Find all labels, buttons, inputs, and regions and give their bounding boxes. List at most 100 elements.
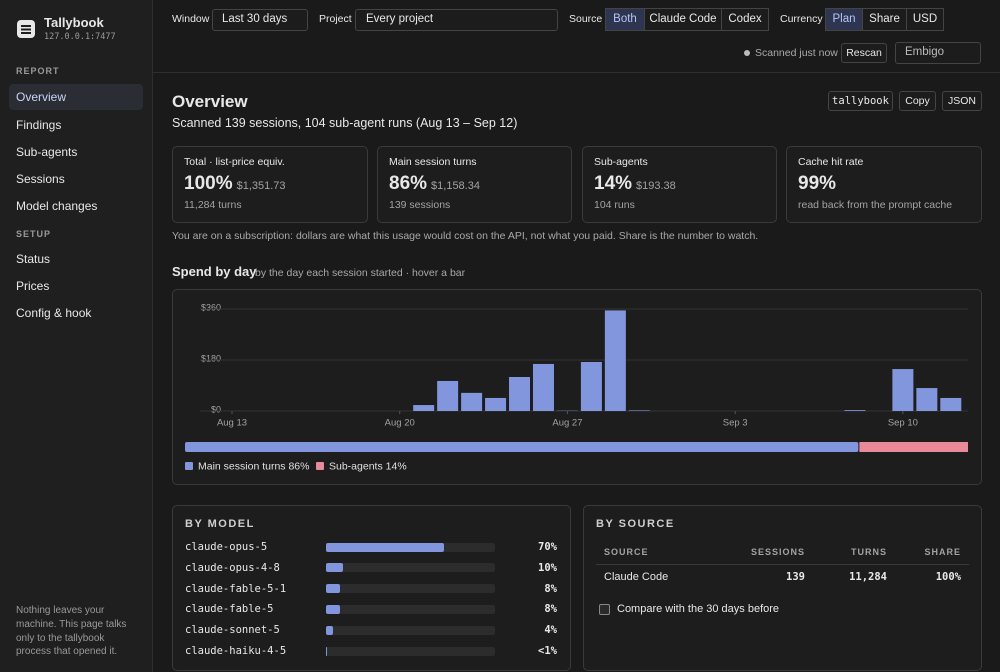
checkbox[interactable] (599, 604, 610, 615)
share-segment (859, 442, 968, 452)
model-share: 70% (538, 541, 557, 553)
segment-button[interactable]: Share (862, 8, 907, 31)
checkbox-label[interactable]: Compare with the 30 days before (617, 603, 780, 615)
model-track (326, 542, 495, 552)
model-track (326, 584, 495, 594)
model-share: 4% (544, 624, 557, 637)
logo (17, 20, 35, 38)
note: You are on a subscription: dollars are w… (172, 230, 759, 242)
header-button[interactable]: tallybook (828, 91, 893, 111)
model-name: claude-opus-5 (185, 541, 268, 553)
nav-item[interactable]: Status (16, 252, 51, 266)
legend-name: Sub-agents (329, 460, 383, 472)
label: Currency (780, 13, 823, 25)
card-label: Cache hit rate (798, 156, 864, 168)
nav-heading: REPORT (16, 66, 60, 76)
card-value-row: 14% $193.38 (594, 174, 676, 193)
column-header: SESSIONS (750, 547, 805, 557)
segment-button[interactable]: Codex (721, 8, 769, 31)
model-share: 8% (544, 582, 557, 595)
model-bar (326, 584, 340, 594)
source-card: BY SOURCE SOURCE SESSIONS TURNS SHARE Claude … (583, 505, 982, 671)
legend-value: 14% (383, 460, 407, 472)
label: Window (172, 13, 210, 25)
legend-value: 86% (286, 460, 310, 472)
header-button[interactable]: JSON (942, 91, 982, 111)
model-name: claude-haiku-4-5 (185, 645, 287, 657)
card-value: 99% (798, 173, 837, 194)
page-title: Overview (172, 92, 248, 111)
nav-item[interactable]: Model changes (16, 199, 98, 213)
table-cell: 139 (786, 571, 805, 583)
select[interactable]: Every project (355, 9, 558, 31)
bar (485, 397, 507, 411)
nav-item[interactable]: Overview (16, 90, 67, 104)
table-cell: Claude Code (604, 571, 669, 583)
legend-swatch (185, 462, 193, 470)
model-card: BY MODEL claude-opus-5 70% claude-opus-4-8 1… (172, 505, 571, 671)
bar (916, 388, 938, 411)
card-detail: 139 sessions (389, 199, 451, 211)
sidebar-footer: Nothing leaves your machine. This page t… (16, 605, 127, 658)
status-dot (744, 50, 750, 56)
model-bar (326, 563, 343, 573)
app-address: 127.0.0.1:7477 (44, 32, 116, 42)
y-tick-label: $360 (201, 302, 221, 312)
nav-item[interactable]: Findings (16, 118, 62, 132)
card-label: Main session turns (389, 156, 477, 168)
bar (940, 397, 962, 411)
x-tick-label: Aug 13 (217, 418, 247, 429)
card-label: Sub-agents (594, 156, 648, 168)
bar (628, 410, 650, 411)
chart-card: $0 $180 $360 Aug 13 Aug 20 Aug 27 Sep 3 Sep 10 M… (172, 289, 982, 485)
card-detail: 11,284 turns (184, 199, 242, 211)
segment-button[interactable]: Claude Code (644, 8, 722, 31)
active-nav-bg (9, 84, 143, 110)
nav-item[interactable]: Config & hook (16, 306, 92, 320)
card-detail: read back from the prompt cache (798, 199, 953, 211)
model-share: 10% (538, 561, 557, 574)
header-button[interactable]: Copy (899, 91, 936, 111)
model-bar (326, 646, 327, 656)
status: Scanned just now (755, 47, 838, 59)
toolbar-divider (153, 72, 1000, 73)
chart-title: Spend by day (172, 264, 257, 279)
bar (532, 363, 554, 411)
legend-name: Main session turns (198, 460, 286, 472)
nav-item[interactable]: Prices (16, 279, 50, 293)
select[interactable]: Embigo (895, 42, 981, 64)
button[interactable]: Rescan (841, 43, 887, 63)
bar (844, 410, 866, 411)
model-bar (326, 625, 333, 635)
chart-subtitle: by the day each session started · hover … (255, 267, 466, 279)
nav-item[interactable]: Sessions (16, 172, 65, 186)
x-tick-label: Sep 10 (888, 418, 918, 429)
bar (413, 405, 435, 411)
table-cell: 11,284 (849, 571, 887, 583)
segment-button[interactable]: USD (906, 8, 944, 31)
column-header: SHARE (924, 547, 961, 557)
segment-button[interactable]: Both (605, 8, 645, 31)
app-name: Tallybook (44, 15, 104, 30)
card-value: 14% (594, 173, 633, 194)
card-amount: $1,351.73 (236, 180, 286, 192)
stat-card: Main session turns 86% $1,158.34 139 sessio… (377, 146, 572, 223)
card-detail: 104 runs (594, 199, 635, 211)
bar (892, 369, 914, 411)
segment-button[interactable]: Plan (825, 8, 863, 31)
card-amount: $1,158.34 (431, 180, 480, 192)
legend-label: Main session turns 86% (198, 460, 309, 472)
select[interactable]: Last 30 days (212, 9, 308, 31)
nav-item[interactable]: Sub-agents (16, 145, 78, 159)
bar (437, 380, 459, 411)
label: Project (319, 13, 352, 25)
x-tick-label: Aug 20 (385, 418, 415, 429)
nav-heading: SETUP (16, 229, 52, 239)
model-name: claude-fable-5 (185, 603, 274, 616)
model-name: claude-sonnet-5 (185, 624, 280, 637)
sidebar (0, 0, 153, 672)
model-track (326, 646, 495, 656)
model-share: 8% (544, 603, 557, 616)
model-track (326, 625, 495, 635)
